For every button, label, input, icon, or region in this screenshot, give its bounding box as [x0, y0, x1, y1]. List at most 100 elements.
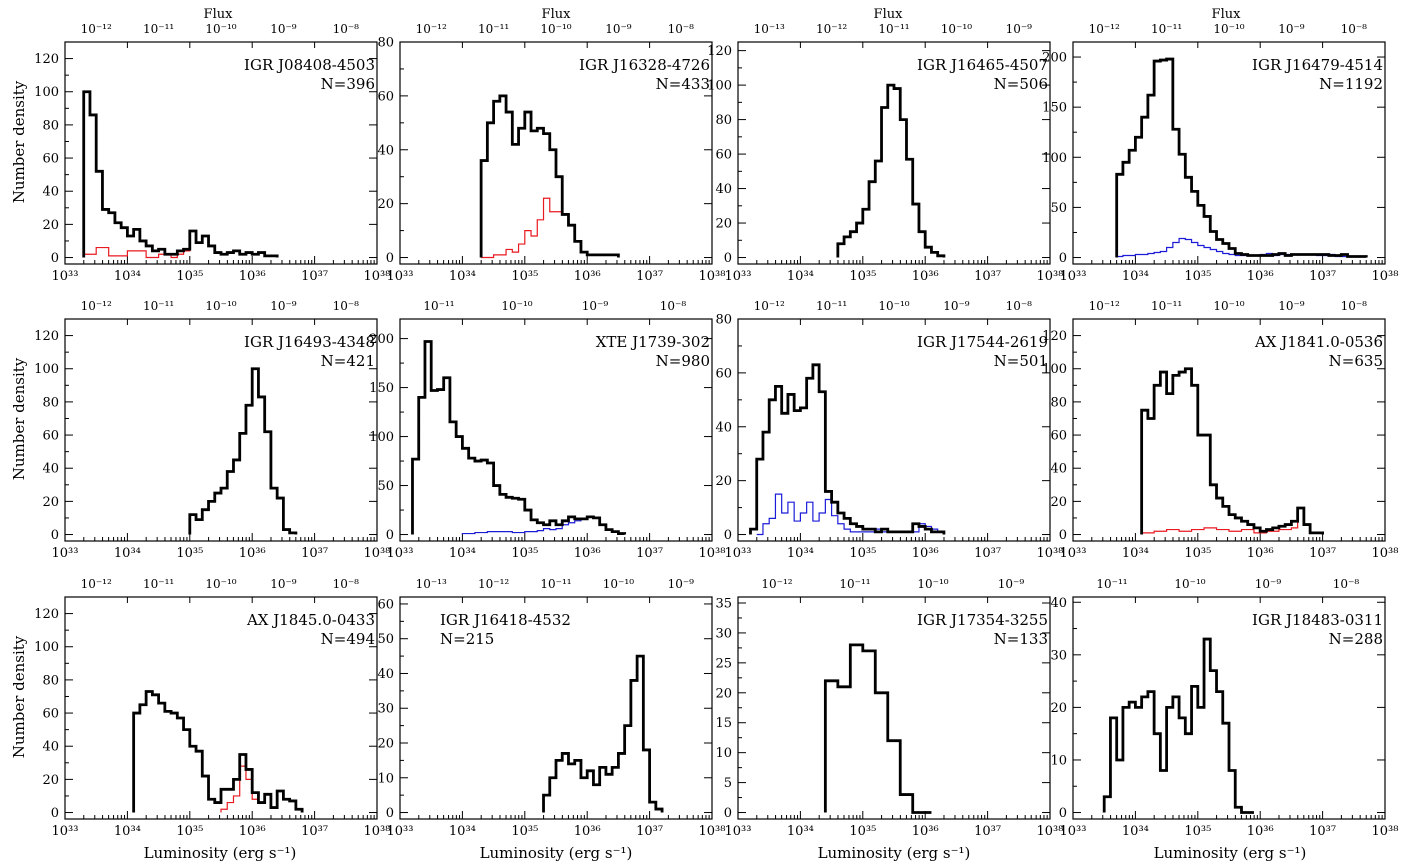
- x-tick-label: 10³⁴: [787, 824, 814, 839]
- x-tick-label: 10³⁸: [1037, 269, 1064, 284]
- x-tick-label: 10³⁸: [1372, 546, 1399, 561]
- y-tick-label: 0: [1059, 806, 1067, 821]
- y-tick-label: 100: [34, 640, 59, 655]
- flux-tick-label: 10⁻⁸: [1333, 577, 1360, 591]
- flux-tick-label: 10⁻¹²: [761, 577, 792, 591]
- y-tick-label: 20: [715, 474, 732, 489]
- flux-tick-label: 10⁻¹⁰: [205, 299, 236, 313]
- flux-tick-label: 10⁻⁸: [333, 299, 360, 313]
- flux-tick-label: 10⁻¹¹: [1151, 299, 1182, 313]
- y-tick-label: 40: [377, 143, 394, 158]
- y-tick-label: 0: [724, 528, 732, 543]
- y-tick-label: 20: [715, 217, 732, 232]
- panel-frame: [64, 318, 378, 542]
- flux-tick-label: 10⁻¹¹: [839, 577, 870, 591]
- y-tick-label: 0: [51, 251, 59, 266]
- y-tick-label: 50: [377, 479, 394, 494]
- y-tick-label: 100: [707, 79, 732, 94]
- y-tick-label: 100: [1042, 362, 1067, 377]
- x-tick-label: 10³⁷: [974, 546, 1001, 561]
- flux-tick-label: 10⁻¹¹: [423, 299, 454, 313]
- flux-tick-label: 10⁻¹¹: [143, 299, 174, 313]
- flux-tick-label: 10⁻¹¹: [1151, 22, 1182, 36]
- y-tick-label: 60: [42, 707, 59, 722]
- y-tick-label: 20: [377, 197, 394, 212]
- flux-tick-label: 10⁻⁹: [1255, 577, 1282, 591]
- flux-label-1: Flux: [204, 7, 234, 22]
- source-name: IGR J17354-3255: [917, 611, 1048, 629]
- flux-tick-label: 10⁻¹¹: [878, 22, 909, 36]
- flux-tick-label: 10⁻¹³: [416, 577, 447, 591]
- x-tick-label: 10³⁴: [449, 546, 476, 561]
- x-tick-label: 10³⁸: [699, 824, 726, 839]
- y-tick-label: 150: [1042, 101, 1067, 116]
- flux-tick-label: 10⁻¹⁰: [1213, 22, 1244, 36]
- x-tick-label: 10³³: [725, 824, 752, 839]
- x-tick-label: 10³⁴: [787, 546, 814, 561]
- panel-frame: [1072, 318, 1386, 542]
- x-tick-label: 10³⁵: [1184, 269, 1211, 284]
- source-count: N=494: [321, 630, 375, 648]
- flux-tick-label: 10⁻¹²: [478, 577, 509, 591]
- x-tick-label: 10³⁸: [1372, 824, 1399, 839]
- x-tick-label: 10³⁶: [574, 269, 601, 284]
- y-tick-label: 40: [377, 667, 394, 682]
- flux-tick-label: 10⁻¹²: [81, 22, 112, 36]
- source-name: IGR J18483-0311: [1252, 611, 1383, 629]
- x-tick-label: 10³⁶: [574, 546, 601, 561]
- y-tick-label: 60: [715, 366, 732, 381]
- flux-tick-label: 10⁻¹⁰: [205, 577, 236, 591]
- histogram-main: [1140, 367, 1324, 535]
- y-tick-label: 60: [377, 597, 394, 612]
- source-name: IGR J16479-4514: [1252, 56, 1383, 74]
- panel-6: 10³³ 10³⁴ 10³⁵ 10³⁶ 10³⁷ 10³⁸ 0 50 100 150 200 10⁻¹…: [369, 299, 725, 561]
- y-tick-label: 10: [1050, 753, 1067, 768]
- x-tick-label: 10³⁴: [449, 824, 476, 839]
- y-tick-label: 80: [42, 395, 59, 410]
- y-tick-label: 100: [369, 430, 394, 445]
- x-tick-label: 10³⁷: [1309, 269, 1336, 284]
- panel-8: 10³³ 10³⁴ 10³⁵ 10³⁶ 10³⁷ 10³⁸ 0 20 40 60 80 100 120 1…: [1042, 299, 1398, 561]
- y-tick-label: 30: [377, 702, 394, 717]
- panel-frame: [737, 318, 1051, 542]
- y-tick-label: 40: [715, 420, 732, 435]
- x-tick-label: 10³⁷: [1309, 546, 1336, 561]
- histogram-main: [1115, 57, 1368, 258]
- source-count: N=1192: [1319, 75, 1383, 93]
- flux-tick-label: 10⁻¹⁰: [540, 22, 571, 36]
- x-tick-label: 10³³: [387, 546, 414, 561]
- flux-tick-label: 10⁻⁹: [582, 299, 609, 313]
- y-tick-label: 40: [42, 462, 59, 477]
- source-name: IGR J16418-4532: [440, 611, 571, 629]
- source-count: N=506: [994, 75, 1048, 93]
- y-tick-label: 80: [42, 118, 59, 133]
- y-tick-label: 150: [369, 381, 394, 396]
- y-tick-label: 120: [34, 607, 59, 622]
- source-name: IGR J17544-2619: [917, 333, 1048, 351]
- source-count: N=215: [440, 630, 494, 648]
- x-tick-label: 10³⁷: [1309, 824, 1336, 839]
- flux-tick-label: 10⁻¹²: [1089, 22, 1120, 36]
- x-tick-label: 10³⁶: [1247, 269, 1274, 284]
- source-count: N=421: [321, 352, 375, 370]
- x-tick-label: 10³⁸: [364, 546, 391, 561]
- x-tick-label: 10³⁵: [176, 546, 203, 561]
- x-tick-label: 10³⁷: [301, 546, 328, 561]
- x-tick-label: 10³⁵: [511, 269, 538, 284]
- y-tick-label: 80: [715, 313, 732, 328]
- y-tick-label: 200: [1042, 51, 1067, 66]
- x-axis-label-4: Luminosity (erg s⁻¹): [1154, 844, 1307, 862]
- flux-tick-label: 10⁻⁹: [270, 299, 297, 313]
- y-tick-label: 40: [1050, 462, 1067, 477]
- x-tick-label: 10³³: [52, 546, 79, 561]
- flux-tick-label: 10⁻⁹: [1006, 22, 1033, 36]
- panel-frame: [64, 41, 378, 265]
- flux-tick-label: 10⁻¹¹: [540, 577, 571, 591]
- x-tick-label: 10³⁸: [1372, 269, 1399, 284]
- histogram-red: [481, 197, 619, 259]
- flux-tick-label: 10⁻¹¹: [143, 577, 174, 591]
- x-tick-label: 10³⁶: [1247, 546, 1274, 561]
- y-tick-label: 35: [715, 596, 732, 611]
- x-tick-label: 10³⁵: [176, 269, 203, 284]
- flux-tick-label: 10⁻¹⁰: [603, 577, 634, 591]
